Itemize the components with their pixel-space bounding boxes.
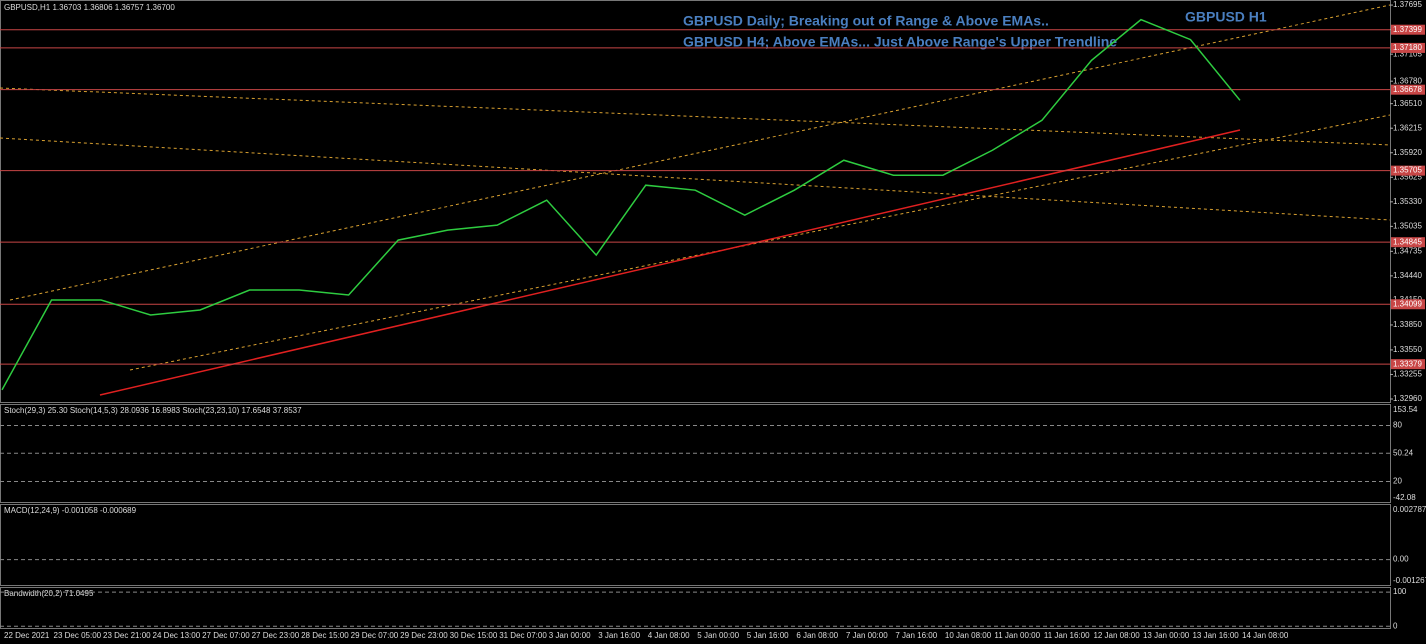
pane-min: -0.001267 <box>1393 576 1426 585</box>
pane-tick-label: 80 <box>1393 421 1402 430</box>
pane-label: Stoch(29,3) 25.30 Stoch(14,5,3) 28.0936 … <box>4 406 302 415</box>
pane-tick-label: 0 <box>1393 621 1398 630</box>
level-tag <box>1391 42 1425 53</box>
x-tick-label: 12 Jan 08:00 <box>1093 631 1140 640</box>
level-tag <box>1391 24 1425 35</box>
x-tick-label: 11 Jan 16:00 <box>1044 631 1090 640</box>
price-line <box>1 18 1241 391</box>
y-tick-label: 1.33255 <box>1393 370 1422 379</box>
y-tick-label: 1.35920 <box>1393 148 1422 157</box>
y-tick-label: 1.35330 <box>1393 197 1422 206</box>
y-tick-label: 1.37105 <box>1393 49 1422 58</box>
y-tick-label: 1.34735 <box>1393 246 1422 255</box>
x-tick-label: 28 Dec 15:00 <box>301 631 349 640</box>
macd-pane <box>0 504 1391 586</box>
x-tick-label: 3 Jan 00:00 <box>549 631 591 640</box>
annotation: GBPUSD Daily; Breaking out of Range & Ab… <box>683 13 1049 29</box>
pane-tick-label: 0.00 <box>1393 555 1409 564</box>
x-tick-label: 5 Jan 00:00 <box>697 631 739 640</box>
trend-line <box>9 4 1391 301</box>
level-tag <box>1391 237 1425 248</box>
level-tag <box>1391 299 1425 310</box>
pane-tick-label: 50.24 <box>1393 448 1414 457</box>
x-tick-label: 7 Jan 16:00 <box>895 631 937 640</box>
y-tick-label: 1.36780 <box>1393 76 1422 85</box>
y-tick-label: 1.36510 <box>1393 99 1422 108</box>
y-tick-label: 1.36215 <box>1393 123 1422 132</box>
y-tick-label: 1.35625 <box>1393 172 1422 181</box>
y-tick-label: 1.33850 <box>1393 320 1422 329</box>
level-label: 1.37180 <box>1393 43 1422 52</box>
level-label: 1.36678 <box>1393 85 1422 94</box>
x-tick-label: 27 Dec 23:00 <box>252 631 300 640</box>
x-tick-label: 22 Dec 2021 <box>4 631 50 640</box>
level-label: 1.34845 <box>1393 237 1422 246</box>
y-tick-label: 1.35035 <box>1393 221 1422 230</box>
level-label: 1.37399 <box>1393 25 1422 34</box>
x-tick-label: 14 Jan 08:00 <box>1242 631 1289 640</box>
y-tick-label: 1.33550 <box>1393 345 1422 354</box>
level-label: 1.35705 <box>1393 166 1422 175</box>
level-tag <box>1391 359 1425 370</box>
bandwidth-pane <box>0 587 1391 629</box>
pane-max: 153.54 <box>1393 405 1418 414</box>
x-tick-label: 31 Dec 07:00 <box>499 631 547 640</box>
pane-tick-label: 20 <box>1393 477 1402 486</box>
x-tick-label: 6 Jan 08:00 <box>796 631 838 640</box>
trend-line <box>0 87 1391 146</box>
trend-line <box>0 137 1391 221</box>
y-tick-label: 1.34440 <box>1393 271 1422 280</box>
x-tick-label: 5 Jan 16:00 <box>747 631 789 640</box>
pane-max: 0.002787 <box>1393 505 1426 514</box>
pane-label: Bandwidth(20,2) 71.0495 <box>4 589 94 598</box>
x-tick-label: 23 Dec 05:00 <box>54 631 102 640</box>
x-tick-label: 23 Dec 21:00 <box>103 631 151 640</box>
x-tick-label: 29 Dec 23:00 <box>400 631 448 640</box>
y-tick-label: 1.32960 <box>1393 394 1422 403</box>
x-tick-label: 29 Dec 07:00 <box>351 631 399 640</box>
pane-tick-label: 100 <box>1393 587 1407 596</box>
level-label: 1.34099 <box>1393 299 1422 308</box>
x-tick-label: 27 Dec 07:00 <box>202 631 250 640</box>
level-tag <box>1391 165 1425 176</box>
x-tick-label: 7 Jan 00:00 <box>846 631 888 640</box>
y-tick-label: 1.37695 <box>1393 0 1422 9</box>
pane-min: -42.08 <box>1393 493 1416 502</box>
annotation: GBPUSD H1 <box>1185 9 1267 25</box>
annotation: GBPUSD H4; Above EMAs... Just Above Rang… <box>683 34 1117 50</box>
level-label: 1.33379 <box>1393 359 1422 368</box>
x-tick-label: 24 Dec 13:00 <box>153 631 201 640</box>
x-tick-label: 10 Jan 08:00 <box>945 631 992 640</box>
x-tick-label: 3 Jan 16:00 <box>598 631 640 640</box>
x-tick-label: 11 Jan 00:00 <box>994 631 1040 640</box>
x-tick-label: 30 Dec 15:00 <box>450 631 498 640</box>
x-tick-label: 13 Jan 16:00 <box>1192 631 1239 640</box>
x-tick-label: 4 Jan 08:00 <box>648 631 690 640</box>
pane-label: MACD(12,24,9) -0.001058 -0.000689 <box>4 506 137 515</box>
x-tick-label: 13 Jan 00:00 <box>1143 631 1190 640</box>
header: GBPUSD,H1 1.36703 1.36806 1.36757 1.3670… <box>4 3 175 12</box>
level-tag <box>1391 84 1425 95</box>
ma-line <box>99 129 1241 396</box>
